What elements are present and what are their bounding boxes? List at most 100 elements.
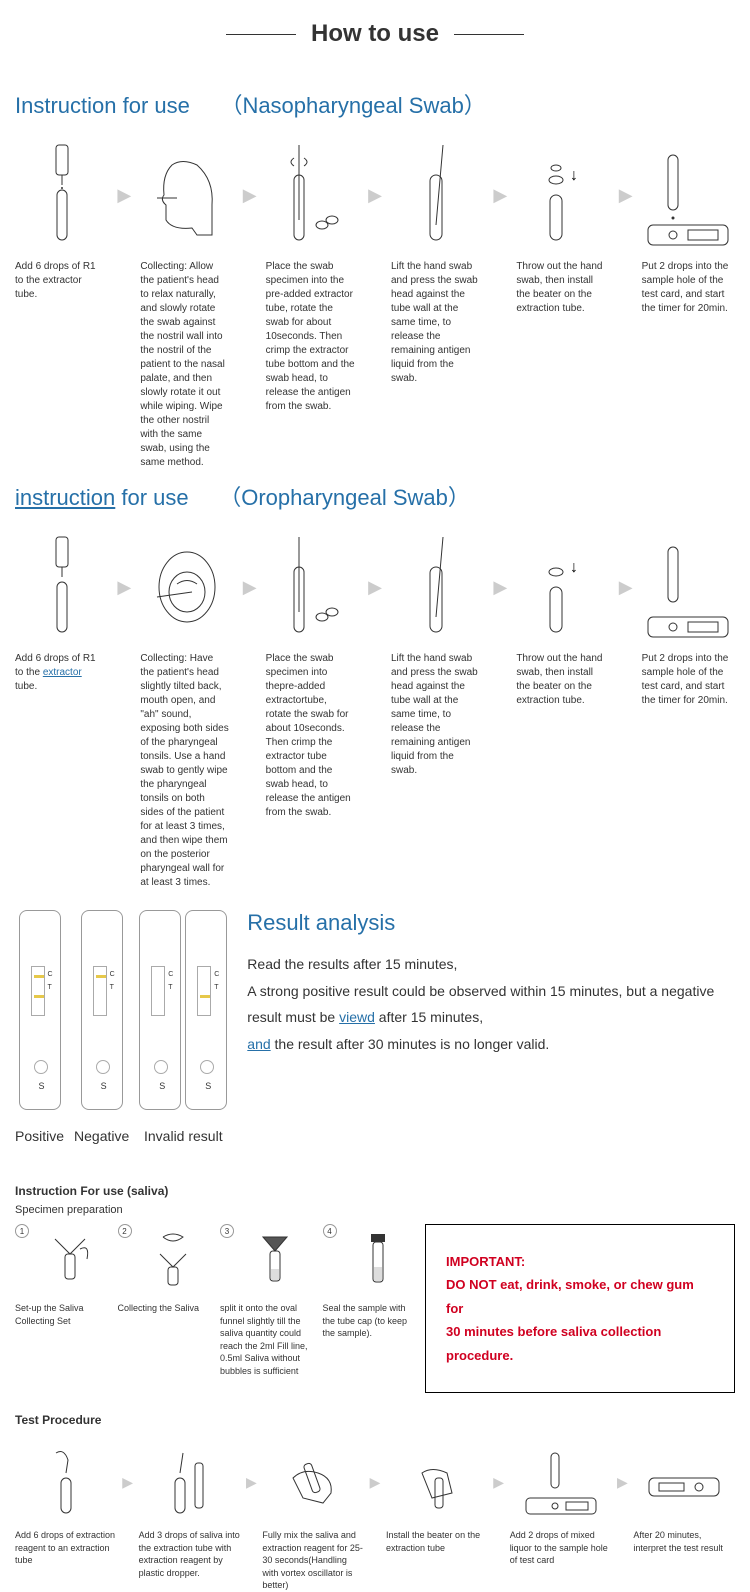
s1-step3: Place the swab specimen into the pre-add… (266, 130, 359, 470)
arrow-icon: ▶ (114, 522, 134, 652)
proc-text4: Install the beater on the extraction tub… (386, 1529, 488, 1554)
label-positive: Positive (15, 1128, 64, 1144)
proc-text6: After 20 minutes, interpret the test res… (633, 1529, 735, 1554)
s2-step6: Put 2 drops into the sample hole of the … (642, 522, 735, 890)
arrow-icon: ▶ (365, 130, 385, 260)
arrow-icon: ▶ (615, 1443, 629, 1523)
cassette-invalid: CT S CT S Invalid result (139, 910, 227, 1144)
saliva-text2: Collecting the Saliva (118, 1302, 211, 1315)
dropper-tube-icon (15, 1443, 117, 1523)
result-line2b: after 15 minutes, (375, 1009, 483, 1025)
arrow-icon: ▶ (490, 130, 510, 260)
proc6: After 20 minutes, interpret the test res… (633, 1443, 735, 1554)
cassette-group: CT S Positive CT S Negative CT S (15, 910, 227, 1144)
svg-text:↓: ↓ (570, 559, 578, 576)
drop-cassette-icon (510, 1443, 612, 1523)
saliva-step4: 4 Seal the sample with the tube cap (to … (323, 1224, 416, 1340)
dropper-tube-icon (15, 130, 108, 260)
arrow-icon: ▶ (368, 1443, 382, 1523)
result-viewd-link: viewd (339, 1009, 375, 1025)
label-invalid: Invalid result (144, 1128, 223, 1144)
arrow-icon: ▶ (114, 130, 134, 260)
result-title: Result analysis (247, 910, 735, 936)
install-beater-icon: ↓ (516, 522, 609, 652)
swab-in-tube-icon (266, 130, 359, 260)
arrow-icon: ▶ (616, 130, 636, 260)
arrow-icon: ▶ (492, 1443, 506, 1523)
saliva-section: Instruction For use (saliva) Specimen pr… (0, 1164, 750, 1443)
proc3: Fully mix the saliva and extraction reag… (262, 1443, 364, 1592)
s1-step6: Put 2 drops into the sample hole of the … (642, 130, 735, 470)
s2-text5: Throw out the hand swab, then install th… (516, 652, 609, 708)
s1-text5: Throw out the hand swab, then install th… (516, 260, 609, 316)
num-1: 1 (15, 1224, 29, 1238)
section2-title-b: （Oropharyngeal Swab） (219, 485, 470, 510)
swab-press-icon (391, 522, 484, 652)
s2-text2: Collecting: Have the patient's head slig… (140, 652, 233, 890)
dropper-saliva-icon (139, 1443, 241, 1523)
cassette-positive: CT S Positive (15, 910, 64, 1144)
saliva-subtitle: Specimen preparation (15, 1204, 735, 1216)
proc4: Install the beater on the extraction tub… (386, 1443, 488, 1554)
arrow-icon: ▶ (365, 522, 385, 652)
proc-text1: Add 6 drops of extraction reagent to an … (15, 1529, 117, 1567)
label-negative: Negative (74, 1128, 129, 1144)
drop-cassette-icon (642, 130, 735, 260)
collect-set-icon (33, 1224, 108, 1294)
s2-step5: ↓ Throw out the hand swab, then install … (516, 522, 609, 890)
warning-body2: 30 minutes before saliva collection proc… (446, 1324, 661, 1362)
arrow-icon: ▶ (616, 522, 636, 652)
section1-title: Instruction for use （Nasopharyngeal Swab… (0, 78, 750, 130)
section1-steps: Add 6 drops of R1 to the extractor tube.… (0, 130, 750, 470)
s1-text3: Place the swab specimen into the pre-add… (266, 260, 359, 414)
proc-text2: Add 3 drops of saliva into the extractio… (139, 1529, 241, 1579)
arrow-icon: ▶ (121, 1443, 135, 1523)
arrow-icon: ▶ (240, 130, 260, 260)
proc-title: Test Procedure (15, 1413, 735, 1427)
section2-steps: Add 6 drops of R1 to the extractor tube.… (0, 522, 750, 890)
arrow-icon: ▶ (240, 522, 260, 652)
s1-step4: Lift the hand swab and press the swab he… (391, 130, 484, 470)
s2-text4: Lift the hand swab and press the swab he… (391, 652, 484, 778)
s2-step1: Add 6 drops of R1 to the extractor tube. (15, 522, 108, 890)
saliva-text3: split it onto the oval funnel slightly t… (220, 1302, 313, 1378)
funnel-tube-icon (238, 1224, 313, 1294)
result-cassette-icon (633, 1443, 735, 1523)
result-section: CT S Positive CT S Negative CT S (0, 890, 750, 1164)
warning-box: IMPORTANT: DO NOT eat, drink, smoke, or … (425, 1224, 735, 1393)
saliva-text4: Seal the sample with the tube cap (to ke… (323, 1302, 416, 1340)
result-and-link: and (247, 1036, 270, 1052)
warning-title: IMPORTANT: (446, 1254, 525, 1269)
dropper-tube-icon (15, 522, 108, 652)
proc-text3: Fully mix the saliva and extraction reag… (262, 1529, 364, 1592)
proc-row: Add 6 drops of extraction reagent to an … (0, 1443, 750, 1592)
s2-text3: Place the swab specimen into thepre-adde… (266, 652, 359, 820)
sealed-tube-icon (341, 1224, 416, 1294)
section1-title-b: （Nasopharyngeal Swab） (220, 93, 485, 118)
s1-step1: Add 6 drops of R1 to the extractor tube. (15, 130, 108, 470)
section2-title-link: instruction (15, 485, 115, 510)
s2-step3: Place the swab specimen into thepre-adde… (266, 522, 359, 890)
install-beater-icon: ↓ (516, 130, 609, 260)
swab-press-icon (391, 130, 484, 260)
section2-title: instruction for use （Oropharyngeal Swab） (0, 470, 750, 522)
s2-step2: Collecting: Have the patient's head slig… (140, 522, 233, 890)
s2-step4: Lift the hand swab and press the swab he… (391, 522, 484, 890)
s1-text4: Lift the hand swab and press the swab he… (391, 260, 484, 386)
warning-body1: DO NOT eat, drink, smoke, or chew gum fo… (446, 1277, 694, 1315)
drop-cassette-icon (642, 522, 735, 652)
proc1: Add 6 drops of extraction reagent to an … (15, 1443, 117, 1567)
proc2: Add 3 drops of saliva into the extractio… (139, 1443, 241, 1579)
mouth-swab-icon (140, 522, 233, 652)
saliva-step1: 1 Set-up the Saliva Collecting Set (15, 1224, 108, 1327)
result-line1: Read the results after 15 minutes, (247, 956, 457, 972)
s1-step5: ↓ Throw out the hand swab, then install … (516, 130, 609, 470)
mix-hand-icon (262, 1443, 364, 1523)
proc5: Add 2 drops of mixed liquor to the sampl… (510, 1443, 612, 1567)
s1-text6: Put 2 drops into the sample hole of the … (642, 260, 735, 316)
saliva-step2: 2 Collecting the Saliva (118, 1224, 211, 1315)
s2-text1: Add 6 drops of R1 to the extractor tube. (15, 652, 108, 694)
arrow-icon: ▶ (490, 522, 510, 652)
proc-text5: Add 2 drops of mixed liquor to the sampl… (510, 1529, 612, 1567)
lips-funnel-icon (136, 1224, 211, 1294)
